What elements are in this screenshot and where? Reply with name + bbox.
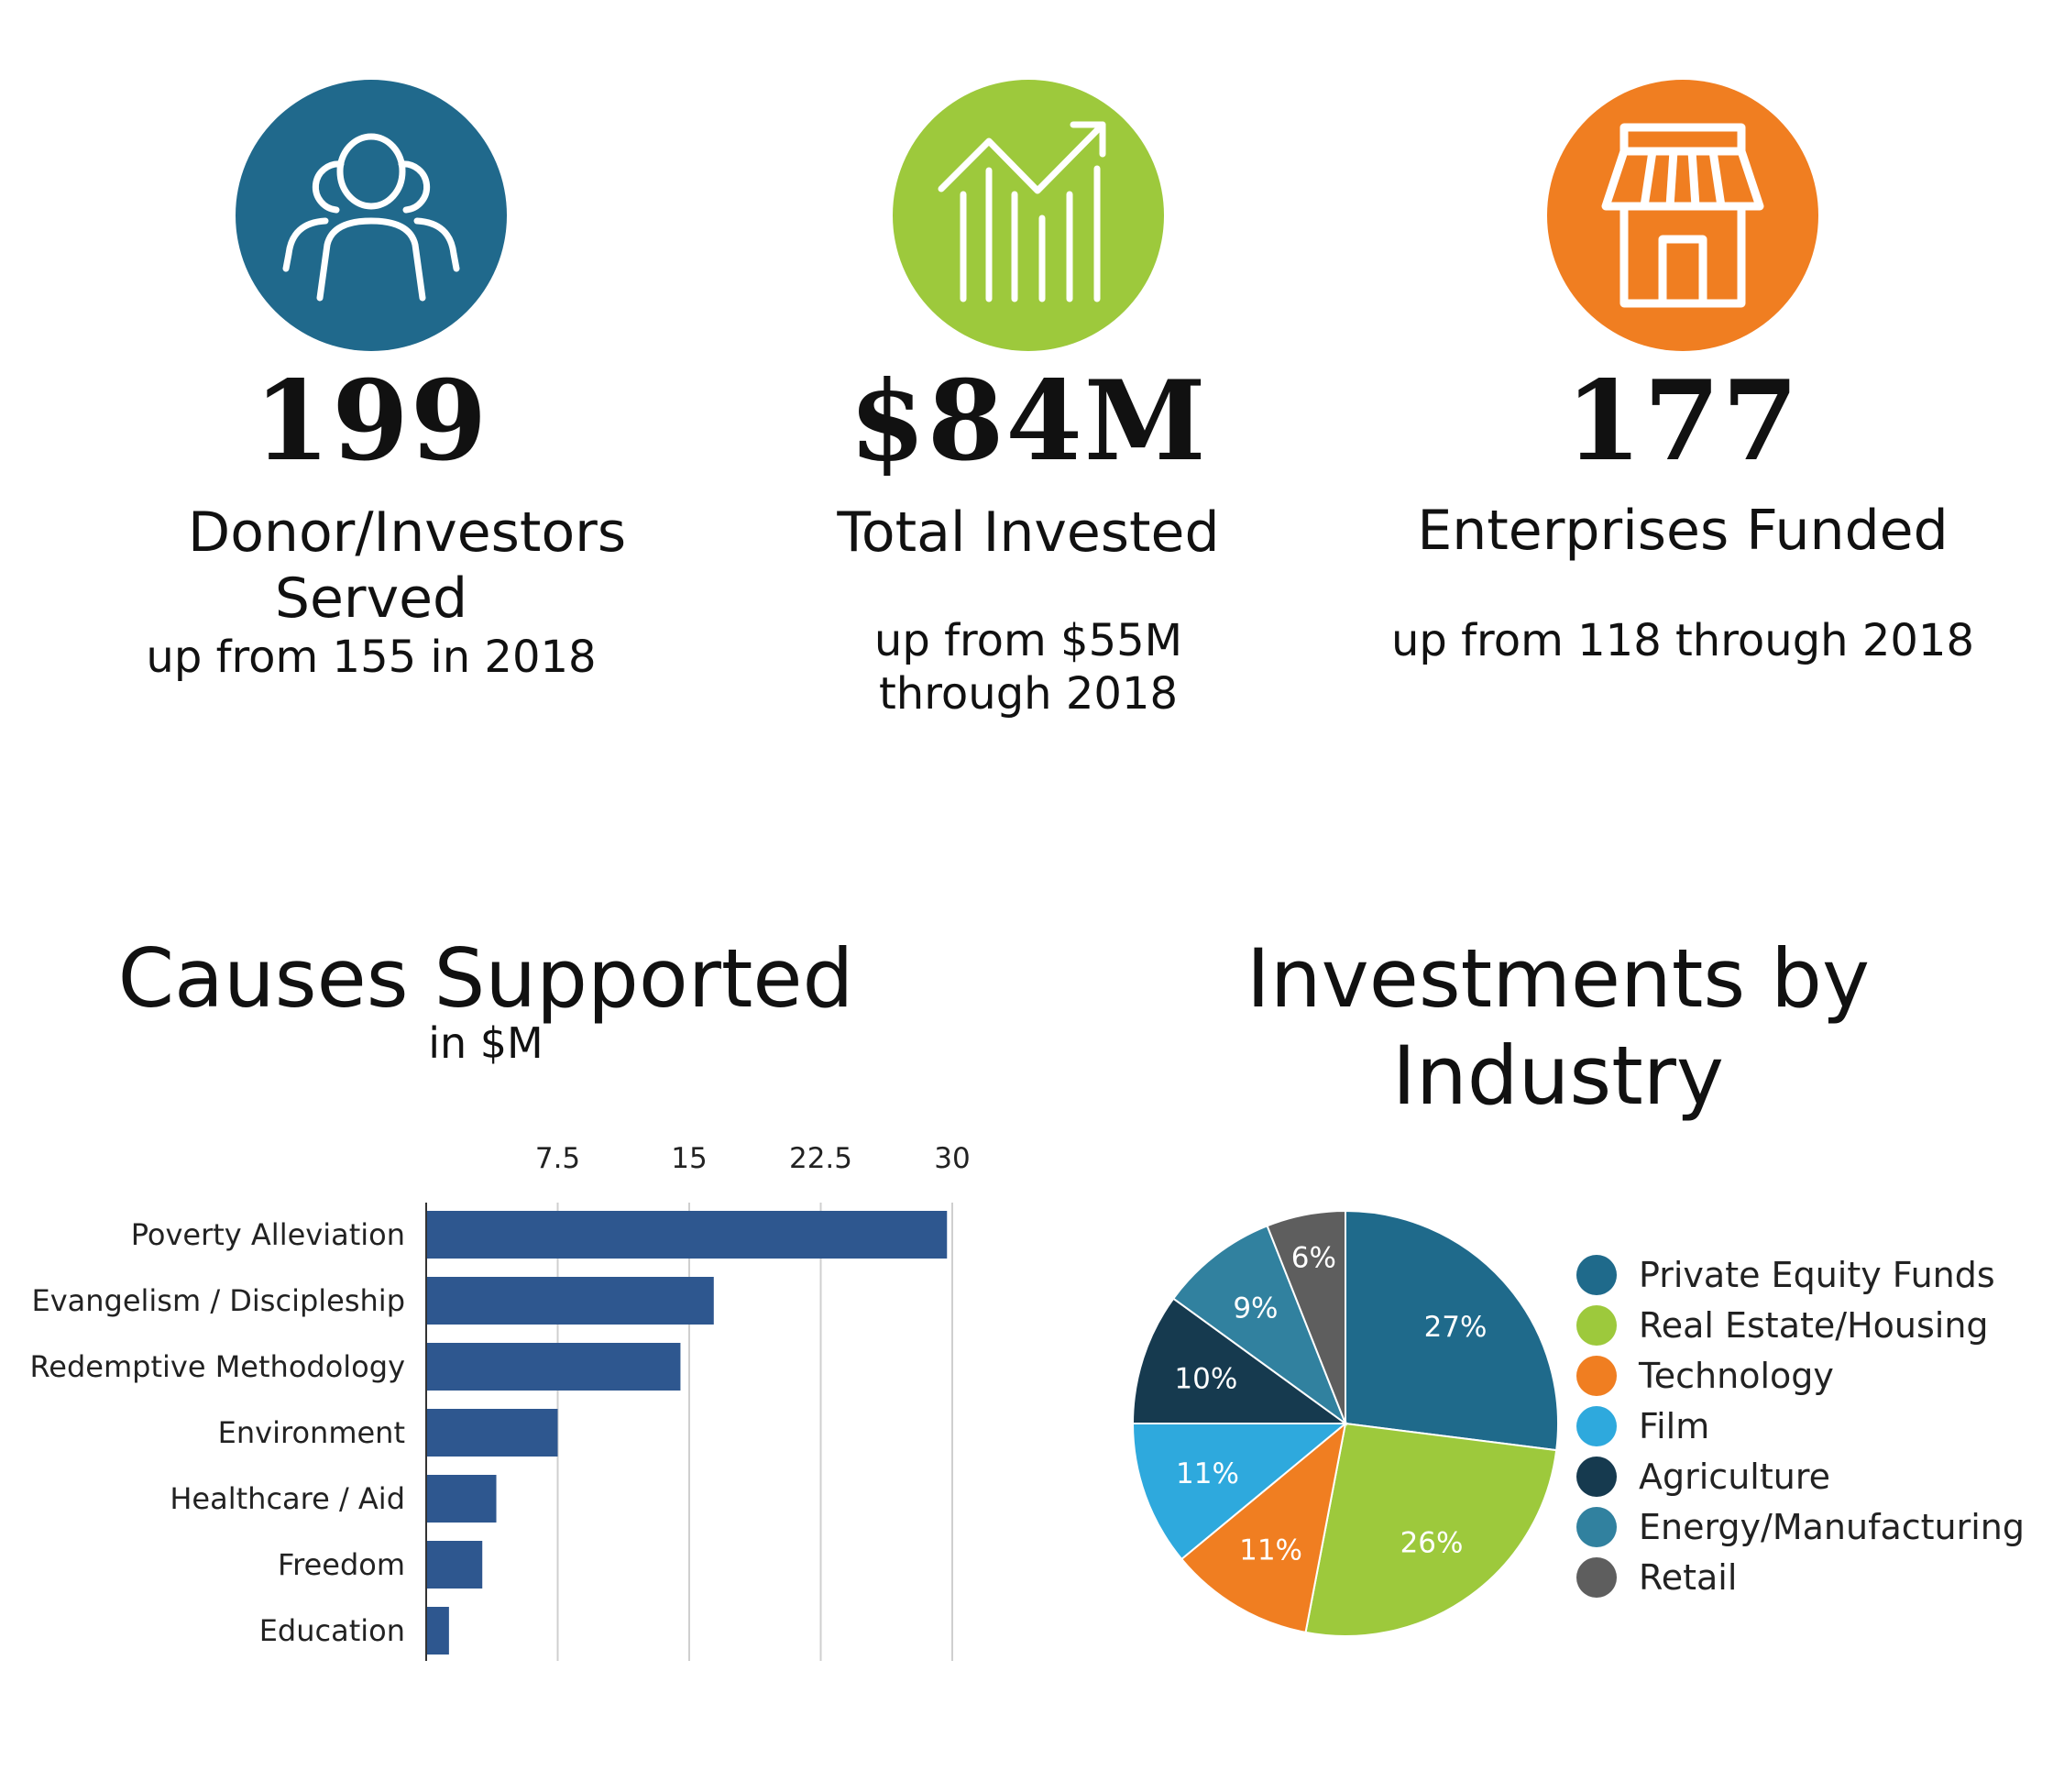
legend-item: Retail — [1576, 1552, 2053, 1602]
pie-slice — [1171, 1224, 1348, 1426]
stat-invested-label: Total Invested — [837, 500, 1220, 565]
bar — [426, 1211, 948, 1259]
legend-swatch — [1576, 1456, 1617, 1497]
legend-item: Agriculture — [1576, 1451, 2053, 1501]
bar — [426, 1475, 497, 1523]
stat-donors-label: Donor/Investors Served — [188, 500, 627, 631]
x-tick-label: 22.5 — [789, 1142, 852, 1175]
legend-swatch — [1576, 1355, 1617, 1396]
x-tick-label: 30 — [934, 1142, 970, 1175]
stat-invested-circle — [893, 80, 1164, 351]
legend-label: Energy/Manufacturing — [1639, 1506, 2026, 1547]
pie-slice — [1131, 1423, 1348, 1561]
bar — [426, 1541, 483, 1589]
legend-swatch — [1576, 1304, 1617, 1346]
legend-item: Technology — [1576, 1350, 2053, 1401]
causes-title: Causes Supported — [117, 931, 854, 1026]
legend-label: Technology — [1639, 1355, 1834, 1396]
legend-item: Real Estate/Housing — [1576, 1300, 2053, 1350]
legend-swatch — [1576, 1556, 1617, 1598]
x-tick-label: 7.5 — [535, 1142, 580, 1175]
bar — [426, 1607, 449, 1655]
legend-swatch — [1576, 1506, 1617, 1547]
pie-slice — [1266, 1209, 1346, 1424]
stat-enterprises-value: 177 — [1564, 357, 1801, 486]
pie-slice-label: 11% — [1176, 1457, 1239, 1490]
category-label: Redemptive Methodology — [29, 1349, 405, 1384]
category-label: Healthcare / Aid — [170, 1481, 405, 1516]
pie-slice — [1304, 1422, 1558, 1637]
stat-enterprises-circle — [1547, 80, 1818, 351]
legend-item: Film — [1576, 1401, 2053, 1451]
pie-slice-label: 9% — [1233, 1292, 1278, 1325]
industry-title-line-2: Industry — [1392, 1028, 1724, 1123]
stat-donors-value: 199 — [253, 357, 489, 486]
bar — [426, 1343, 681, 1391]
stat-invested-sub-line-1: up from $55M — [873, 615, 1183, 666]
legend-swatch — [1576, 1254, 1617, 1295]
causes-subtitle: in $M — [428, 1018, 543, 1068]
legend-label: Retail — [1639, 1556, 1738, 1598]
growth-chart-icon — [938, 121, 1106, 302]
pie-slice — [1180, 1421, 1347, 1634]
stat-enterprises-sub: up from 118 through 2018 — [1391, 615, 1974, 666]
legend-item: Private Equity Funds — [1576, 1249, 2053, 1300]
x-tick-label: 15 — [671, 1142, 707, 1175]
category-label: Education — [259, 1613, 405, 1648]
bar — [426, 1409, 558, 1457]
stat-donors-sub: up from 155 in 2018 — [146, 632, 597, 683]
category-label: Evangelism / Discipleship — [31, 1283, 405, 1318]
category-label: Environment — [218, 1415, 405, 1450]
legend-swatch — [1576, 1405, 1617, 1446]
legend-label: Agriculture — [1639, 1456, 1830, 1497]
stat-donors-circle — [236, 80, 507, 351]
causes-bar-chart: 7.5 15 22.5 30 Poverty Alleviation Evangelism… — [29, 1142, 971, 1661]
category-label: Poverty Alleviation — [131, 1217, 405, 1252]
legend-label: Private Equity Funds — [1639, 1254, 1995, 1295]
people-icon — [282, 133, 460, 302]
legend-label: Film — [1639, 1405, 1710, 1446]
pie-slice-label: 6% — [1291, 1241, 1336, 1274]
bar — [426, 1277, 714, 1325]
pie-slice-label: 27% — [1424, 1311, 1488, 1344]
industry-pie-chart: 27% 26% 11% 11% 10% 9% 6% — [1131, 1209, 1559, 1637]
storefront-icon — [1601, 123, 1764, 308]
stat-enterprises-label: Enterprises Funded — [1417, 499, 1949, 563]
legend-label: Real Estate/Housing — [1639, 1304, 1989, 1346]
pie-slice — [1131, 1297, 1349, 1424]
pie-slice — [1345, 1209, 1559, 1452]
stat-invested-sub-line-2: through 2018 — [878, 668, 1178, 720]
pie-slice-label: 11% — [1239, 1534, 1302, 1567]
industry-title-line-1: Investments by — [1246, 931, 1871, 1026]
legend-item: Energy/Manufacturing — [1576, 1501, 2053, 1552]
pie-slice-label: 10% — [1174, 1363, 1237, 1396]
industry-legend: Private Equity Funds Real Estate/Housing T… — [1576, 1249, 2053, 1602]
pie-slice-label: 26% — [1400, 1526, 1464, 1559]
stat-invested-value: $84M — [849, 357, 1208, 486]
category-label: Freedom — [278, 1547, 405, 1582]
